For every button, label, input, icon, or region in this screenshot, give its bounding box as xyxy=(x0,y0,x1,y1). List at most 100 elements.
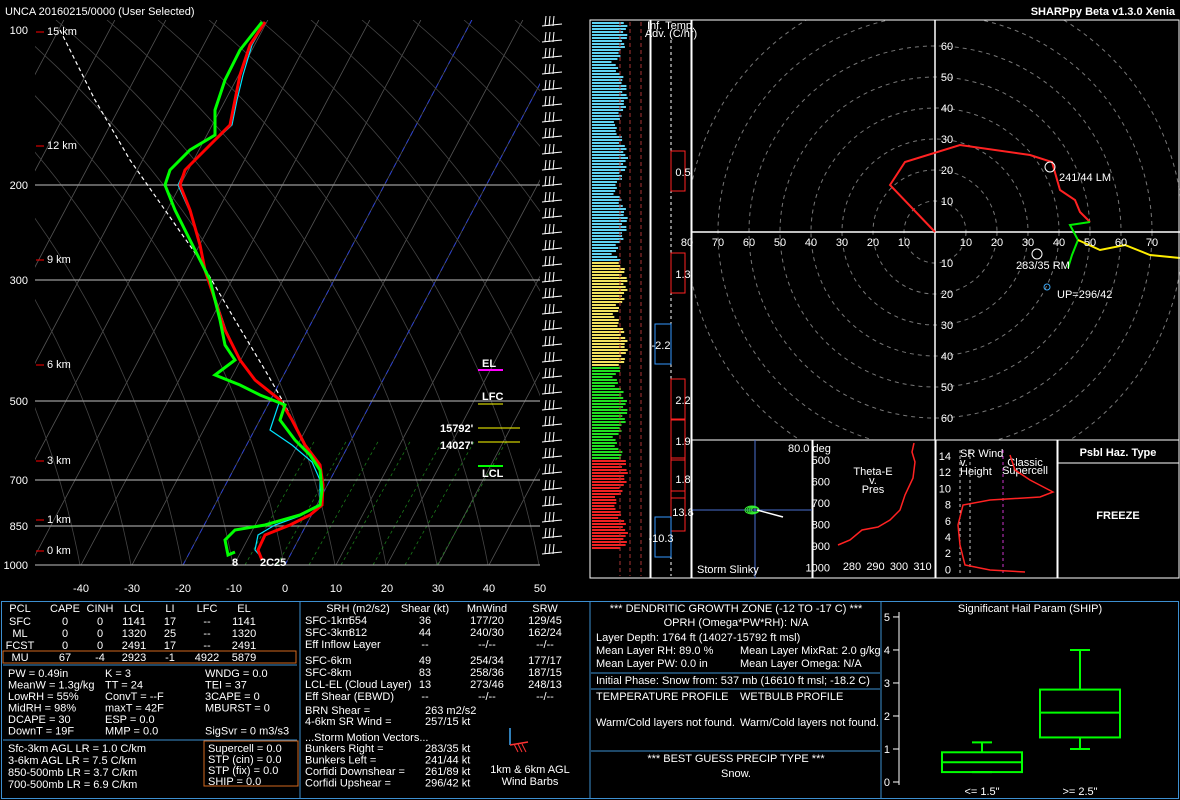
wind-barb xyxy=(541,239,563,251)
barb-flag xyxy=(552,159,555,171)
srwind-title: v. xyxy=(960,457,968,469)
barb-flag xyxy=(544,383,547,395)
lapse-rate: 3-6km AGL LR = 7.5 C/km xyxy=(8,755,136,767)
hodo-annotation: 241/44 LM xyxy=(1059,172,1111,184)
thetae-bar xyxy=(592,481,627,483)
thermo-cell: 67 xyxy=(59,652,71,664)
srwind-y-label: 8 xyxy=(945,500,951,512)
thermo-index: maxT = 42F xyxy=(105,703,164,715)
dgz-line: Mean Layer MixRat: 2.0 g/kg xyxy=(740,645,881,657)
thetae-bar xyxy=(592,196,620,198)
thetae-bar xyxy=(592,406,624,408)
hodo-label: 70 xyxy=(1146,237,1158,249)
wind-barb xyxy=(541,127,563,139)
barb-flag xyxy=(548,463,551,475)
srwind-y-label: 0 xyxy=(945,564,951,576)
thetae-bar xyxy=(592,355,622,357)
thermo-header: CAPE xyxy=(50,603,80,615)
dgz-line: Mean Layer RH: 89.0 % xyxy=(596,645,714,657)
barb-flag xyxy=(552,463,555,475)
thetae-bar xyxy=(592,82,622,84)
thetae-bar xyxy=(592,271,625,273)
thetae-bar xyxy=(592,346,625,348)
mini-barb xyxy=(509,741,529,746)
thermo-index: MMP = 0.0 xyxy=(105,726,158,738)
sfc-temperature: 25 xyxy=(274,557,286,569)
thetae-bar xyxy=(592,22,624,24)
thetae-bar xyxy=(592,220,627,222)
kin-cell: 554 xyxy=(349,615,367,627)
srwind-title: SR Wind xyxy=(960,448,1003,460)
wind-barb xyxy=(541,271,563,283)
thetae-bar xyxy=(592,151,624,153)
thetae-bar xyxy=(592,484,624,486)
thetae-bar xyxy=(592,175,622,177)
thetae-bar xyxy=(592,430,622,432)
mini-barb-flag xyxy=(521,743,527,753)
thetae-bar xyxy=(592,280,628,282)
advection-bar xyxy=(670,419,686,461)
barb-flag xyxy=(552,271,555,283)
thetae-bar xyxy=(592,337,626,339)
kin-cell: --/-- xyxy=(478,639,496,651)
barb-flag xyxy=(548,431,551,443)
thermo-cell: -1 xyxy=(165,652,175,664)
x-tick-label: <= 1.5" xyxy=(964,786,999,798)
thermo-cell: SFC xyxy=(9,616,31,628)
barb-flag xyxy=(552,207,555,219)
thetae-bar xyxy=(592,478,625,480)
kin-cell: -- xyxy=(354,639,362,651)
height-label: 3 km xyxy=(47,455,71,467)
thermo-cell: 2923 xyxy=(122,652,146,664)
thermo-cell: 1320 xyxy=(232,628,256,640)
wind-barb xyxy=(541,367,563,379)
height-label: 9 km xyxy=(47,254,71,266)
thermo-cell: 0 xyxy=(97,616,103,628)
thermo-cell: 17 xyxy=(164,616,176,628)
thetae-bar xyxy=(592,217,628,219)
barb-flag xyxy=(544,63,547,75)
thetae-bar xyxy=(592,313,613,315)
barb-flag xyxy=(548,383,551,395)
thermo-cell: 0 xyxy=(97,640,103,652)
hodo-label: 50 xyxy=(941,72,953,84)
thetae-bar xyxy=(592,94,627,96)
hodo-label: 20 xyxy=(991,237,1003,249)
dry-adiabat xyxy=(35,298,132,566)
thetae-bar xyxy=(592,118,620,120)
y-tick-label: 0 xyxy=(884,777,890,789)
barb-flag xyxy=(548,543,551,555)
thetae-bar xyxy=(592,502,617,504)
barb-flag xyxy=(552,303,555,315)
barb-flag xyxy=(548,351,551,363)
hodo-label: 30 xyxy=(1022,237,1034,249)
thetae-bar xyxy=(592,301,623,303)
thetae-bar xyxy=(592,232,622,234)
parcel-trace xyxy=(59,29,321,471)
sfc-dewpoint: 8 xyxy=(232,557,238,569)
thetae-bar xyxy=(592,328,624,330)
barb-flag xyxy=(552,223,555,235)
thetae-bar xyxy=(592,535,626,537)
thetae-bar xyxy=(592,364,619,366)
thetae-bar xyxy=(592,505,615,507)
barb-flag xyxy=(548,303,551,315)
wind-barb xyxy=(541,447,563,459)
dgz-title: *** DENDRITIC GROWTH ZONE (-12 TO -17 C)… xyxy=(610,603,863,615)
thetae-bar xyxy=(592,433,619,435)
thetae-bar xyxy=(592,418,625,420)
thermo-cell: 5879 xyxy=(232,652,256,664)
thetae-bar xyxy=(592,334,621,336)
thetae-bar xyxy=(592,208,626,210)
thetae-bar xyxy=(592,136,622,138)
thetae-bar xyxy=(592,46,625,48)
barb-flag xyxy=(552,47,555,59)
window-title: UNCA 20160215/0000 (User Selected) xyxy=(5,6,195,18)
wind-barb xyxy=(541,383,563,395)
thetae-bar xyxy=(592,193,614,195)
barb-flag xyxy=(544,303,547,315)
isotherm xyxy=(35,20,269,461)
thermo-header: LCL xyxy=(124,603,144,615)
thetae-bar xyxy=(592,526,623,528)
thetae-bar xyxy=(592,319,619,321)
